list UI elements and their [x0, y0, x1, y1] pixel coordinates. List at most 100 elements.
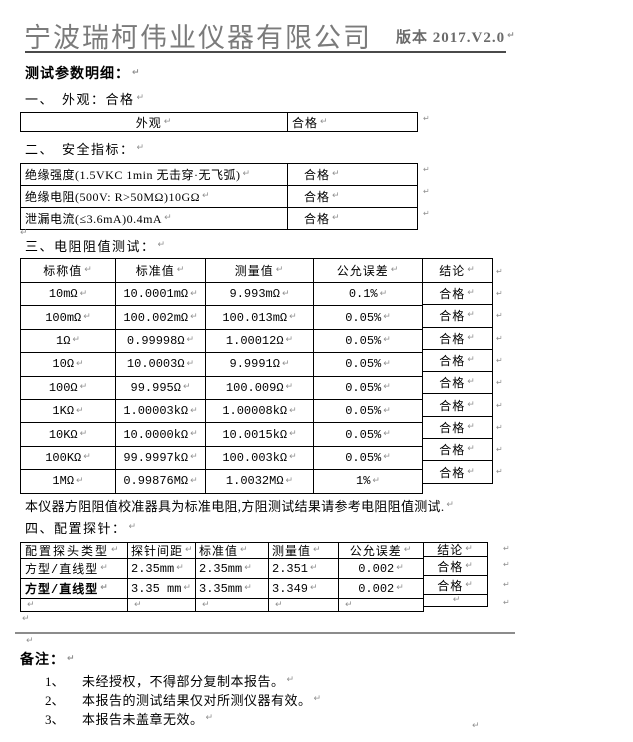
table-cell: 1MΩ ↵	[21, 470, 116, 494]
cell-text: 0.05%	[345, 357, 382, 372]
header-text: 公允误差	[336, 265, 389, 279]
format-mark: ↵	[136, 143, 146, 153]
note-text: 本仪器方阻阻值校准器具为标准电阻,方阻测试结果请参考电阻阻值测试.	[25, 499, 445, 514]
format-mark: ↵	[157, 240, 167, 250]
safety-table: 绝缘强度(1.5VKC 1min 无击穿·无飞弧) ↵ 合格 ↵ 绝缘电阻(500V…	[20, 163, 418, 230]
format-mark: ↵	[128, 522, 138, 532]
format-mark: ↵	[332, 213, 341, 223]
row-end-mark: ↵	[423, 209, 430, 218]
format-mark: ↵	[452, 595, 461, 605]
conclusion-cell: 合格 ↵	[423, 416, 493, 440]
footer-rule	[15, 632, 515, 634]
format-mark: ↵	[467, 377, 476, 388]
table-cell: 0.05% ↵	[314, 446, 423, 471]
row-end-mark: ↵	[496, 378, 503, 387]
row-end-mark: ↵	[496, 467, 503, 476]
cell-text: 合格	[292, 115, 319, 130]
table-cell: 0.99876MΩ ↵	[116, 470, 206, 494]
table-cell: 0.05% ↵	[314, 306, 423, 330]
format-mark: ↵	[183, 583, 191, 593]
table-cell: 泄漏电流(≤3.6mA)0.4mA ↵	[21, 208, 288, 230]
remark-number: 3、	[45, 712, 65, 727]
row-end-mark: ↵	[503, 560, 510, 569]
format-mark: ↵	[332, 169, 341, 179]
format-mark: ↵	[182, 382, 191, 393]
table-cell: 3.35mm ↵	[196, 579, 269, 599]
format-mark: ↵	[465, 579, 474, 590]
table-cell: 1.00012Ω ↵	[206, 329, 314, 354]
table-cell: 2.35mm ↵	[128, 559, 196, 579]
header-text: 测量值	[234, 265, 274, 279]
header-text: 结论	[437, 544, 464, 557]
format-mark: ↵	[467, 421, 476, 432]
remark-text: 本报告未盖章无效。	[82, 712, 204, 727]
remark-item: 2、 本报告的测试结果仅对所测仪器有效。 ↵	[45, 690, 321, 709]
cell-text: 1.00008kΩ	[222, 404, 288, 419]
format-mark: ↵	[76, 358, 84, 369]
cell-text: 9.9991Ω	[229, 357, 280, 372]
table-cell: 100.013mΩ ↵	[206, 306, 314, 330]
cell-text: 2.351	[272, 561, 309, 576]
column-header: 测量值 ↵	[269, 543, 339, 559]
cell-text: 10Ω	[52, 357, 75, 372]
section-3-label: 三、电阻阻值测试： ↵	[25, 236, 167, 255]
format-mark: ↵	[190, 405, 198, 416]
appearance-table: 外观 ↵ 合格 ↵	[20, 112, 418, 132]
format-mark: ↵	[176, 563, 184, 573]
format-mark: ↵	[281, 358, 290, 369]
version-label: 版本 2017.V2.0 ↵	[396, 26, 516, 47]
row-end-mark: ↵	[503, 580, 510, 589]
format-mark: ↵	[467, 265, 476, 275]
header-text: 标准值	[199, 545, 239, 559]
table-cell: 绝缘电阻(500V: R>50MΩ)10GΩ ↵	[21, 186, 288, 208]
table-cell: 0.99998Ω ↵	[116, 329, 206, 354]
table-cell: 100.003kΩ ↵	[206, 446, 314, 471]
column-header: 配置探头类型 ↵	[21, 543, 128, 559]
cell-text: 0.05%	[345, 310, 382, 325]
table-cell: 绝缘强度(1.5VKC 1min 无击穿·无飞弧) ↵	[21, 164, 288, 186]
table-cell: 2.351 ↵	[269, 559, 339, 579]
format-mark: ↵	[79, 382, 88, 393]
cell-text: 1.0032MΩ	[225, 474, 284, 489]
table-cell: 0.05% ↵	[314, 329, 423, 354]
format-mark: ↵	[164, 213, 173, 223]
column-header: 测量值 ↵	[206, 259, 314, 283]
format-mark: ↵	[383, 358, 391, 369]
format-mark: ↵	[383, 312, 391, 323]
empty-cell: ↵	[128, 599, 196, 612]
table-cell: 3.349 ↵	[269, 579, 339, 599]
table-cell: 10.0001mΩ ↵	[116, 283, 206, 307]
table-cell: 100.002mΩ ↵	[116, 306, 206, 330]
cell-text: 0.99876MΩ	[123, 474, 189, 489]
format-mark: ↵	[383, 429, 391, 440]
cell-text: 10KΩ	[48, 427, 78, 442]
paragraph-mark: ↵	[22, 614, 30, 624]
table-cell: 99.995Ω ↵	[116, 376, 206, 400]
format-mark: ↵	[190, 312, 198, 323]
remark-number: 2、	[45, 693, 65, 708]
conclusion-cell: 合格 ↵	[423, 461, 493, 484]
header-text: 标称值	[43, 265, 83, 279]
table-cell: 100Ω ↵	[21, 376, 116, 400]
conclusion-cell: 合格 ↵	[423, 394, 493, 417]
row-end-mark: ↵	[423, 165, 430, 174]
row-end-mark: ↵	[503, 544, 510, 553]
table-cell: 0.05% ↵	[314, 423, 423, 447]
column-header: 标称值 ↵	[21, 259, 116, 283]
format-mark: ↵	[242, 169, 251, 179]
column-header: 结论 ↵	[423, 259, 493, 283]
table-cell: 1KΩ ↵	[21, 399, 116, 424]
table-cell: 1Ω ↵	[21, 329, 116, 354]
cell-text: 10.0000kΩ	[123, 427, 189, 442]
format-mark: ↵	[467, 466, 476, 477]
row-end-mark: ↵	[503, 598, 510, 607]
format-mark: ↵	[244, 583, 252, 593]
table-cell: 10.0015kΩ ↵	[206, 423, 314, 447]
row-end-mark: ↵	[496, 311, 503, 320]
cell-text: 2.35mm	[199, 561, 243, 576]
cell-text: 合格	[439, 288, 466, 303]
format-mark: ↵	[111, 545, 121, 555]
cell-text: 方型/直线型	[25, 563, 99, 577]
format-mark: ↵	[289, 405, 297, 416]
cell-text: 100.002mΩ	[123, 310, 189, 325]
